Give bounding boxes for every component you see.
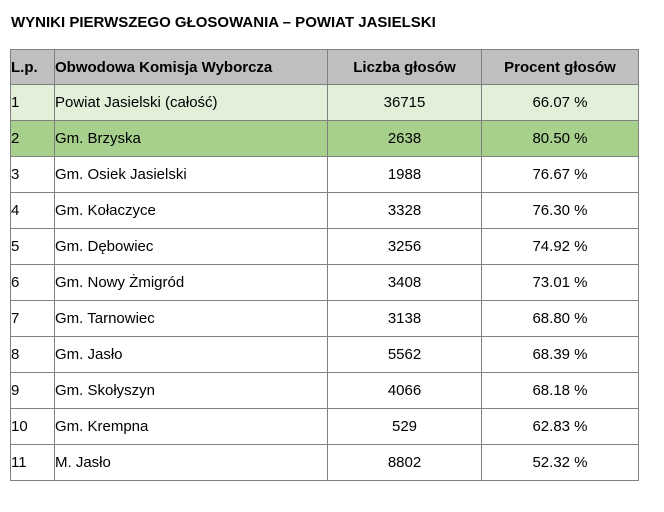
header-lp: L.p.	[10, 49, 55, 85]
cell-commission: Gm. Osiek Jasielski	[54, 156, 328, 193]
cell-lp: 8	[10, 336, 55, 373]
cell-votes: 1988	[327, 156, 482, 193]
cell-commission: Gm. Kołaczyce	[54, 192, 328, 229]
header-percent: Procent głosów	[481, 49, 639, 85]
header-votes: Liczba głosów	[327, 49, 482, 85]
header-row: L.p. Obwodowa Komisja Wyborcza Liczba gł…	[10, 49, 639, 85]
cell-votes: 5562	[327, 336, 482, 373]
cell-percent: 68.18 %	[481, 372, 639, 409]
cell-commission: Gm. Tarnowiec	[54, 300, 328, 337]
cell-votes: 8802	[327, 444, 482, 481]
cell-lp: 6	[10, 264, 55, 301]
table-row: 11 M. Jasło 8802 52.32 %	[10, 444, 639, 481]
cell-commission: Gm. Brzyska	[54, 120, 328, 157]
cell-lp: 1	[10, 84, 55, 121]
cell-lp: 5	[10, 228, 55, 265]
cell-lp: 9	[10, 372, 55, 409]
cell-votes: 3138	[327, 300, 482, 337]
cell-commission: Gm. Dębowiec	[54, 228, 328, 265]
cell-percent: 76.30 %	[481, 192, 639, 229]
table-row: 1 Powiat Jasielski (całość) 36715 66.07 …	[10, 84, 639, 121]
cell-commission: M. Jasło	[54, 444, 328, 481]
cell-lp: 2	[10, 120, 55, 157]
cell-votes: 4066	[327, 372, 482, 409]
header-commission: Obwodowa Komisja Wyborcza	[54, 49, 328, 85]
cell-votes: 3408	[327, 264, 482, 301]
cell-votes: 3256	[327, 228, 482, 265]
table-row: 8 Gm. Jasło 5562 68.39 %	[10, 336, 639, 373]
cell-percent: 73.01 %	[481, 264, 639, 301]
cell-commission: Powiat Jasielski (całość)	[54, 84, 328, 121]
table-row: 4 Gm. Kołaczyce 3328 76.30 %	[10, 192, 639, 229]
cell-percent: 68.80 %	[481, 300, 639, 337]
cell-commission: Gm. Krempna	[54, 408, 328, 445]
cell-lp: 7	[10, 300, 55, 337]
cell-votes: 529	[327, 408, 482, 445]
cell-lp: 4	[10, 192, 55, 229]
table-row: 2 Gm. Brzyska 2638 80.50 %	[10, 120, 639, 157]
cell-commission: Gm. Skołyszyn	[54, 372, 328, 409]
cell-percent: 80.50 %	[481, 120, 639, 157]
cell-percent: 66.07 %	[481, 84, 639, 121]
table-row: 5 Gm. Dębowiec 3256 74.92 %	[10, 228, 639, 265]
table-row: 6 Gm. Nowy Żmigród 3408 73.01 %	[10, 264, 639, 301]
cell-votes: 3328	[327, 192, 482, 229]
results-table: L.p. Obwodowa Komisja Wyborcza Liczba gł…	[10, 49, 639, 481]
table-header: L.p. Obwodowa Komisja Wyborcza Liczba gł…	[10, 49, 639, 85]
cell-percent: 74.92 %	[481, 228, 639, 265]
table-row: 9 Gm. Skołyszyn 4066 68.18 %	[10, 372, 639, 409]
cell-lp: 11	[10, 444, 55, 481]
table-row: 3 Gm. Osiek Jasielski 1988 76.67 %	[10, 156, 639, 193]
cell-lp: 3	[10, 156, 55, 193]
table-body: 1 Powiat Jasielski (całość) 36715 66.07 …	[10, 84, 639, 481]
cell-percent: 68.39 %	[481, 336, 639, 373]
cell-percent: 52.32 %	[481, 444, 639, 481]
cell-percent: 62.83 %	[481, 408, 639, 445]
table-row: 10 Gm. Krempna 529 62.83 %	[10, 408, 639, 445]
document-title: WYNIKI PIERWSZEGO GŁOSOWANIA – POWIAT JA…	[11, 14, 436, 31]
table-row: 7 Gm. Tarnowiec 3138 68.80 %	[10, 300, 639, 337]
cell-votes: 36715	[327, 84, 482, 121]
cell-votes: 2638	[327, 120, 482, 157]
cell-lp: 10	[10, 408, 55, 445]
cell-percent: 76.67 %	[481, 156, 639, 193]
cell-commission: Gm. Jasło	[54, 336, 328, 373]
cell-commission: Gm. Nowy Żmigród	[54, 264, 328, 301]
